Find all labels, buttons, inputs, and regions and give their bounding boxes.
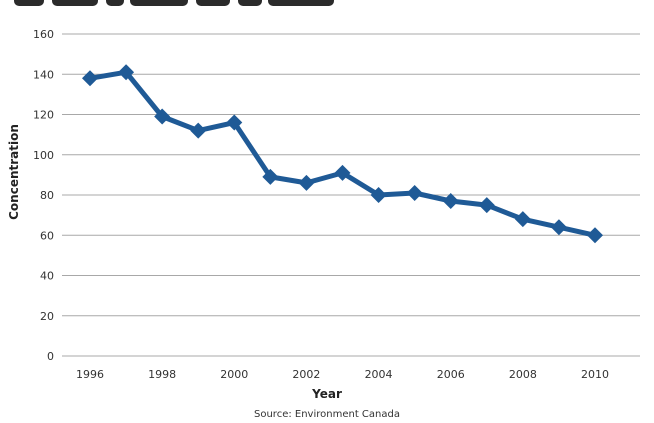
data-point-2005 xyxy=(406,184,423,201)
x-tick-label: 2006 xyxy=(437,368,465,381)
x-tick-label: 2002 xyxy=(292,368,320,381)
source-note: Source: Environment Canada xyxy=(254,409,400,420)
x-tick-label: 2004 xyxy=(365,368,393,381)
y-tick-label: 60 xyxy=(40,229,54,242)
data-point-2006 xyxy=(442,193,459,210)
data-point-2007 xyxy=(478,197,495,214)
y-tick-label: 80 xyxy=(40,189,54,202)
data-point-2004 xyxy=(370,187,387,203)
y-axis-title: Concentration xyxy=(7,124,21,220)
cropped-title-remnant xyxy=(0,0,360,8)
data-point-1996 xyxy=(82,70,98,87)
x-tick-label: 1998 xyxy=(148,368,176,381)
x-axis-ticks: 1996 1998 2000 2002 2004 2006 2008 2010 xyxy=(76,368,609,381)
data-point-2009 xyxy=(550,219,567,236)
x-tick-label: 1996 xyxy=(76,368,104,381)
y-tick-label: 120 xyxy=(33,109,54,122)
y-tick-label: 20 xyxy=(40,310,54,323)
data-point-2002 xyxy=(298,174,315,191)
y-tick-label: 100 xyxy=(33,149,54,162)
data-point-2010 xyxy=(587,227,603,244)
data-point-2008 xyxy=(514,211,531,228)
data-point-1999 xyxy=(190,122,207,139)
y-tick-label: 40 xyxy=(40,270,54,283)
data-point-1997 xyxy=(118,64,135,81)
gridlines xyxy=(62,33,640,357)
x-tick-label: 2008 xyxy=(509,368,537,381)
y-tick-label: 140 xyxy=(33,68,54,81)
data-point-2000 xyxy=(226,114,243,131)
y-tick-label: 160 xyxy=(33,28,54,41)
data-point-1998 xyxy=(154,108,171,125)
data-point-markers xyxy=(82,64,603,244)
x-tick-label: 2000 xyxy=(220,368,248,381)
x-axis-title: Year xyxy=(311,387,342,401)
data-point-2001 xyxy=(262,168,279,185)
x-tick-label: 2010 xyxy=(581,368,609,381)
y-axis-ticks: 0 20 40 60 80 100 120 140 160 xyxy=(33,28,54,363)
series-line xyxy=(87,69,598,238)
y-tick-label: 0 xyxy=(47,350,54,363)
data-point-2003 xyxy=(334,164,351,181)
